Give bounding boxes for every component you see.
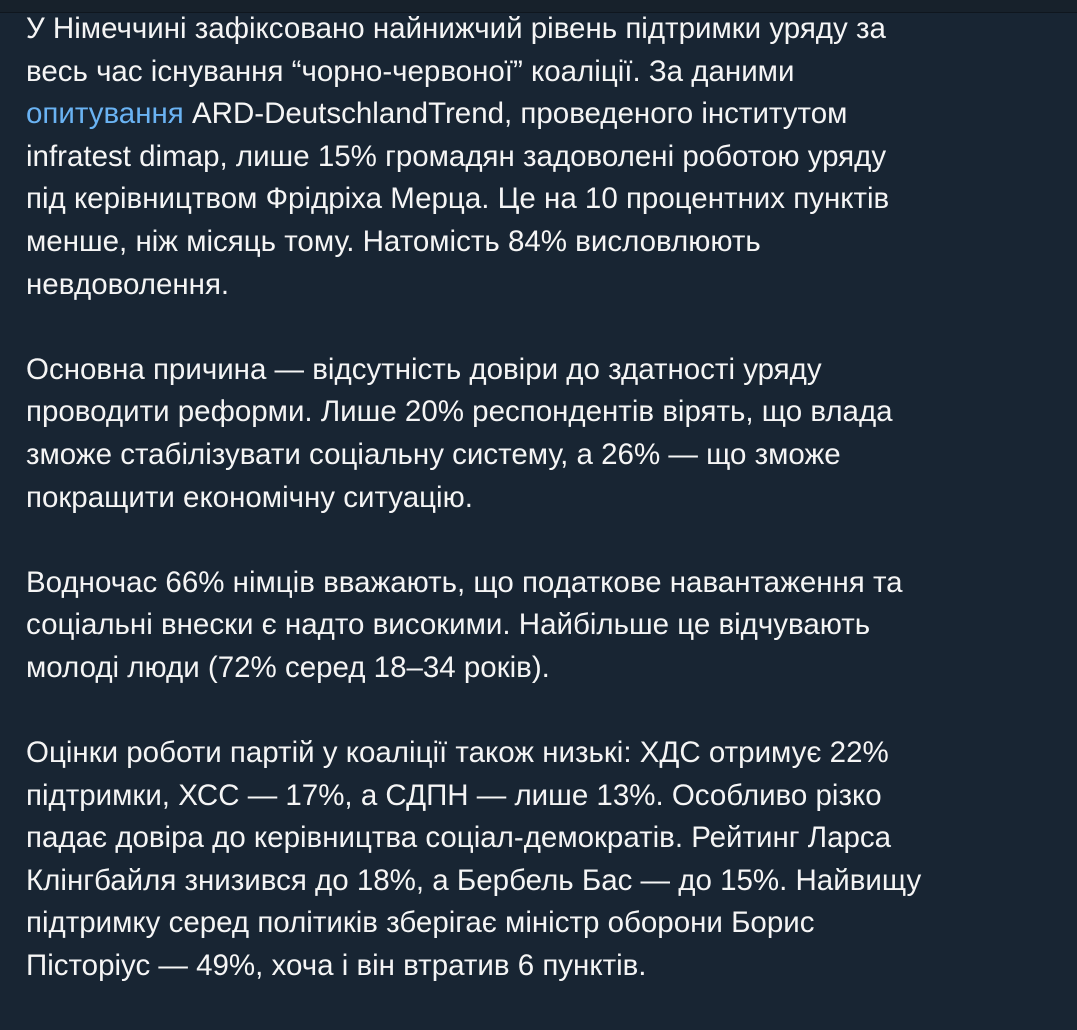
text-line: підтримки, ХСС — 17%, а СДПН — лише 13%.… [26,778,882,812]
text-line: підтримку серед політиків зберігає мініс… [26,906,815,940]
text-line: під керівництвом Фрідріха Мерца. Це на 1… [26,182,890,216]
text-line-rest: ARD-DeutschlandTrend, проведеного інстит… [183,97,848,131]
text-line: Клінгбайля знизився до 18%, а Бербель Ба… [26,863,922,897]
text-line: менше, ніж місяць тому. Натомість 84% ви… [26,224,761,258]
paragraph-1: У Німеччині зафіксовано найнижчий рівень… [26,8,921,306]
text-line: У Німеччині зафіксовано найнижчий рівень… [26,12,886,45]
message-text: У Німеччині зафіксовано найнижчий рівень… [26,8,921,1030]
text-line: весь час існування “чорно-червоної” коал… [26,54,795,88]
poll-link[interactable]: опитування [26,97,184,131]
text-line: Оцінки роботи партій у коаліції також ни… [26,736,889,770]
text-line: Основна причина — відсутність довіри до … [26,352,822,386]
text-line: проводити реформи. Лише 20% респондентів… [26,395,893,429]
text-line: infratest dimap, лише 15% громадян задов… [26,139,887,173]
text-line: покращити економічну ситуацію. [26,480,473,514]
text-line: Водночас 66% німців вважають, що податко… [26,565,903,599]
paragraph-2: Основна причина — відсутність довіри до … [26,349,921,519]
paragraph-3: Водночас 66% німців вважають, що податко… [26,562,921,690]
text-line: падає довіра до керівництва соціал-демок… [26,821,892,855]
text-line: невдоволення. [26,267,230,301]
text-line: соціальні внески є надто високими. Найбі… [26,608,871,642]
chat-header-edge [0,0,1077,13]
text-line: Пісторіус — 49%, хоча і він втратив 6 пу… [26,949,647,983]
text-line: опитування ARD-DeutschlandTrend, проведе… [26,93,921,136]
paragraph-4: Оцінки роботи партій у коаліції також ни… [26,732,921,988]
text-line: зможе стабілізувати соціальну систему, а… [26,437,841,471]
text-line: молоді люди (72% серед 18–34 років). [26,650,550,684]
